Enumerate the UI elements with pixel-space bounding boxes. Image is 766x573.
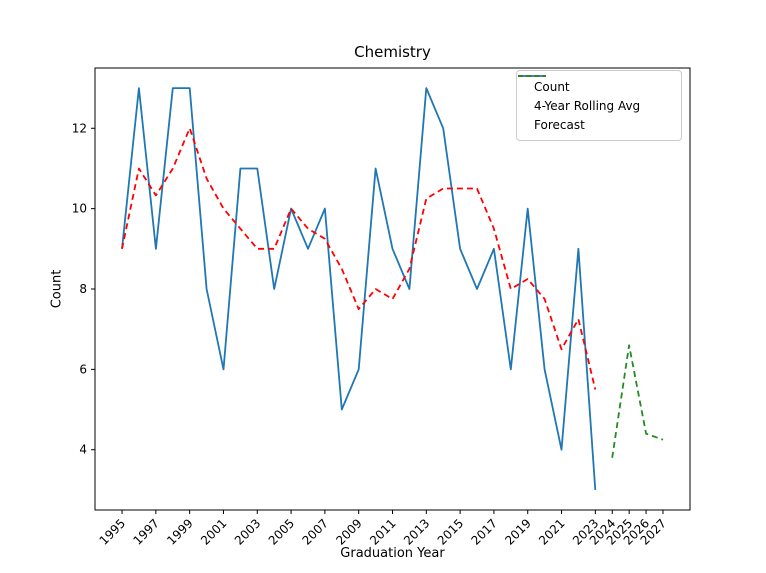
legend-item-forecast: Forecast [518, 75, 671, 134]
x-tick-label: 2001 [198, 516, 229, 547]
y-tick-label: 12 [72, 121, 87, 135]
x-tick-label: 2019 [502, 516, 533, 547]
x-tick-label: 2017 [469, 516, 500, 547]
x-tick-label: 2005 [266, 516, 297, 547]
legend-item-4-year-rolling-avg: 4-Year Rolling Avg [518, 75, 671, 115]
series-line-forecast [611, 344, 664, 458]
x-tick-label: 1995 [97, 516, 128, 547]
x-tick-label: 1997 [130, 516, 161, 547]
y-tick-label: 4 [79, 443, 87, 457]
legend-label: Forecast [534, 117, 585, 132]
x-tick-label: 2007 [300, 516, 331, 547]
x-tick-label: 1999 [164, 516, 195, 547]
x-axis-label: Graduation Year [340, 546, 445, 561]
y-tick-label: 8 [79, 282, 87, 296]
y-axis-label: Count [49, 269, 65, 309]
x-tick-label: 2009 [333, 516, 364, 547]
x-tick-label: 2015 [435, 516, 466, 547]
y-tick-label: 6 [79, 362, 87, 376]
legend-label: Count [534, 79, 570, 94]
legend-line-sample-forecast [518, 75, 546, 77]
x-tick-label: 2013 [401, 516, 432, 547]
legend-label: 4-Year Rolling Avg [534, 98, 641, 113]
series-line-count [121, 87, 597, 490]
x-tick-label: 2011 [367, 516, 398, 547]
y-tick-label: 10 [72, 202, 87, 216]
series-line-4-year-rolling-avg [121, 127, 597, 390]
legend: Count 4-Year Rolling Avg Forecast [516, 70, 682, 141]
x-tick-label: 2003 [232, 516, 263, 547]
x-tick-label: 2021 [536, 516, 567, 547]
chart-title: Chemistry [354, 43, 431, 61]
